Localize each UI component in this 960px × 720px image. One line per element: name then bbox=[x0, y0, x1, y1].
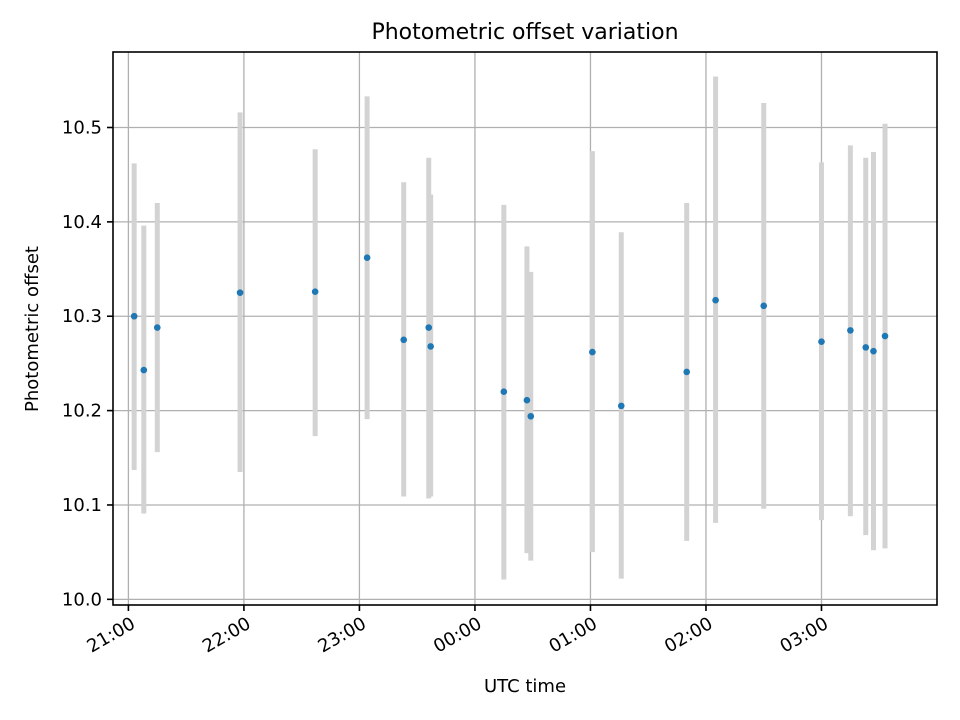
data-point-4 bbox=[311, 288, 319, 295]
data-point-17 bbox=[818, 338, 825, 346]
data-point-21 bbox=[881, 332, 889, 340]
data-point-0 bbox=[130, 312, 138, 320]
data-point-5 bbox=[363, 254, 371, 262]
data-points bbox=[130, 254, 889, 420]
y-tick-label-2: 10.2 bbox=[62, 401, 102, 422]
y-tick-label-1: 10.1 bbox=[62, 495, 102, 516]
data-point-3 bbox=[236, 289, 244, 296]
data-point-19 bbox=[862, 344, 870, 351]
data-point-7 bbox=[425, 324, 433, 331]
data-point-2 bbox=[153, 324, 161, 331]
data-point-12 bbox=[589, 348, 596, 356]
x-tick-label-6: 03:00 bbox=[777, 613, 832, 657]
data-point-20 bbox=[870, 347, 877, 355]
data-point-11 bbox=[527, 412, 535, 420]
x-tick-label-1: 22:00 bbox=[199, 613, 254, 657]
data-point-13 bbox=[617, 402, 625, 410]
y-tick-label-5: 10.5 bbox=[62, 117, 102, 138]
y-tick-label-3: 10.3 bbox=[62, 306, 102, 327]
x-tick-label-2: 23:00 bbox=[315, 613, 370, 657]
data-point-18 bbox=[847, 327, 854, 334]
y-axis-label: Photometric offset bbox=[22, 246, 43, 412]
x-tick-label-5: 02:00 bbox=[661, 613, 716, 657]
data-point-15 bbox=[712, 296, 719, 304]
chart-title: Photometric offset variation bbox=[371, 20, 678, 45]
data-point-14 bbox=[683, 368, 691, 376]
plot-frame bbox=[112, 51, 938, 606]
x-tick-label-0: 21:00 bbox=[83, 613, 138, 657]
x-axis-ticks: 21:00 22:00 23:00 00:00 01:00 02:00 03:00 bbox=[83, 605, 832, 657]
x-axis-label: UTC time bbox=[484, 676, 566, 697]
y-axis-ticks: 10.0 10.1 10.2 10.3 10.4 10.5 bbox=[62, 117, 113, 610]
data-point-6 bbox=[400, 336, 408, 344]
y-tick-label-0: 10.0 bbox=[62, 589, 102, 610]
data-point-8 bbox=[427, 343, 434, 350]
y-tick-label-4: 10.4 bbox=[62, 212, 102, 233]
data-point-16 bbox=[760, 302, 768, 310]
x-tick-label-4: 01:00 bbox=[546, 613, 601, 657]
x-tick-label-3: 00:00 bbox=[430, 613, 485, 657]
data-point-1 bbox=[140, 366, 148, 374]
error-bars bbox=[131, 76, 888, 580]
data-point-9 bbox=[500, 388, 508, 396]
data-point-10 bbox=[523, 396, 531, 404]
